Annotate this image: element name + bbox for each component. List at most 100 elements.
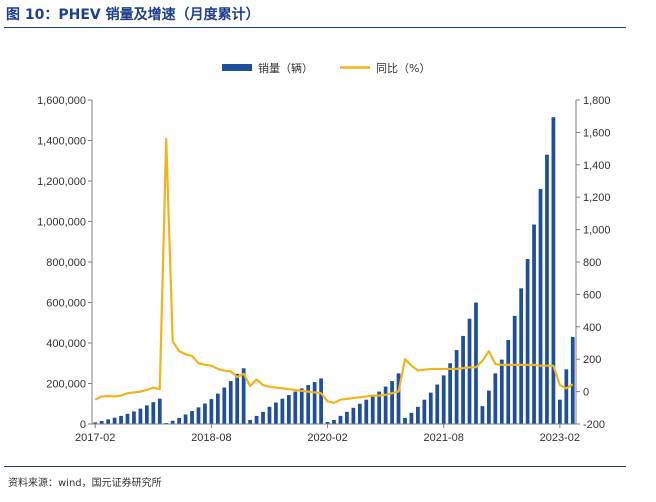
sales-bar [461, 335, 465, 424]
x-tick-label: 2020-02 [307, 432, 347, 444]
phev-chart: 销量（辆） 同比（%） 0 200,000 400,000 600,000 800,00… [37, 61, 611, 444]
left-tick-label: 1,600,000 [37, 95, 86, 107]
sales-bar [157, 398, 162, 424]
sales-bar [370, 395, 375, 424]
sales-bar [506, 339, 511, 424]
x-tick-label: 2017-02 [75, 432, 115, 444]
right-tick-label: 600 [583, 289, 601, 301]
sales-bar [286, 395, 291, 424]
sales-bar [499, 359, 504, 424]
sales-bar [364, 399, 369, 424]
sales-bar [409, 412, 414, 424]
sales-bar [261, 411, 265, 424]
sales-bar [209, 399, 214, 424]
sales-bar [235, 373, 240, 424]
right-tick-label: 1,000 [583, 225, 611, 237]
right-tick-label: -200 [583, 419, 605, 431]
sales-bar [338, 415, 343, 424]
sales-bar [190, 411, 194, 424]
sales-bar [551, 117, 556, 425]
source-note: 资料来源：wind，国元证券研究所 [8, 478, 162, 489]
sales-bar [351, 407, 356, 424]
sales-bar [545, 154, 549, 424]
right-tick-label: 200 [583, 354, 601, 366]
yoy-line-layer [94, 137, 574, 405]
sales-bar [299, 388, 304, 424]
x-tick-label: 2021-08 [424, 432, 464, 444]
sales-bar [144, 405, 149, 424]
sales-bar [422, 399, 427, 424]
sales-bar [312, 382, 317, 424]
chart-legend: 销量（辆） 同比（%） [222, 61, 430, 75]
sales-bar [170, 420, 175, 424]
title-divider [4, 27, 626, 28]
sales-bar [222, 387, 227, 424]
sales-bar [132, 411, 136, 424]
right-tick-label: 1,600 [583, 127, 611, 139]
sales-bar [519, 288, 524, 424]
sales-bar [390, 381, 394, 424]
left-tick-label: 1,400,000 [37, 136, 86, 148]
sales-bar [106, 419, 110, 424]
sales-bar [345, 411, 349, 424]
sales-bar [435, 384, 440, 424]
right-tick-label: 1,800 [583, 95, 611, 107]
sales-bar [306, 385, 311, 424]
sales-bar [215, 393, 220, 425]
sales-bar [325, 421, 330, 424]
sales-bar [377, 391, 382, 424]
sales-bar [538, 189, 543, 424]
sales-bar [241, 368, 246, 424]
sales-bar [525, 258, 530, 424]
sales-bar [164, 422, 169, 424]
right-tick-label: 800 [583, 257, 601, 269]
legend-line-label: 同比（%） [376, 62, 430, 75]
left-axis-tick-labels: 0 200,000 400,000 600,000 800,000 1,000,000 1,… [37, 95, 92, 431]
legend-bar-swatch [222, 64, 252, 71]
right-tick-label: 400 [583, 322, 601, 334]
sales-bar [357, 403, 362, 424]
sales-bar [332, 419, 336, 424]
sales-bar [558, 399, 562, 424]
sales-bar [280, 398, 285, 424]
sales-bar [183, 414, 188, 424]
sales-bar [416, 406, 420, 424]
left-tick-label: 1,200,000 [37, 176, 86, 188]
right-tick-label: 1,400 [583, 160, 611, 172]
sales-bar [274, 402, 278, 424]
left-tick-label: 600,000 [46, 298, 86, 310]
sales-bar [480, 406, 485, 424]
sales-bar [293, 391, 298, 424]
sales-bar [403, 417, 407, 424]
sales-bar [448, 363, 453, 424]
sales-bar [383, 386, 388, 424]
sales-bar [151, 402, 156, 424]
legend-bar-label: 销量（辆） [258, 61, 313, 75]
sales-bar [570, 336, 575, 424]
sales-bar [93, 422, 98, 424]
sales-bar [454, 350, 459, 424]
sales-bar [228, 381, 233, 424]
sales-bar [196, 407, 201, 424]
sales-bar [112, 417, 117, 424]
sales-bar [119, 415, 123, 424]
sales-bar [441, 375, 446, 424]
sales-bar [474, 302, 478, 424]
sales-bar [396, 373, 401, 425]
x-tick-label: 2018-08 [191, 432, 231, 444]
right-tick-label: 1,200 [583, 192, 611, 204]
yoy-line [94, 137, 574, 405]
left-tick-label: 800,000 [46, 257, 86, 269]
sales-bar [254, 415, 259, 424]
sales-bar [248, 419, 252, 424]
left-tick-label: 0 [80, 419, 86, 431]
left-tick-label: 400,000 [46, 338, 86, 350]
left-tick-label: 200,000 [46, 379, 86, 391]
sales-bar [125, 413, 130, 425]
footer-divider [4, 466, 626, 467]
sales-bar [319, 378, 323, 424]
sales-bar [177, 417, 181, 424]
sales-bars [93, 117, 575, 425]
sales-bar [467, 318, 472, 424]
x-axis-tick-labels: 2017-02 2018-08 2020-02 2021-08 2023-02 [75, 424, 580, 444]
